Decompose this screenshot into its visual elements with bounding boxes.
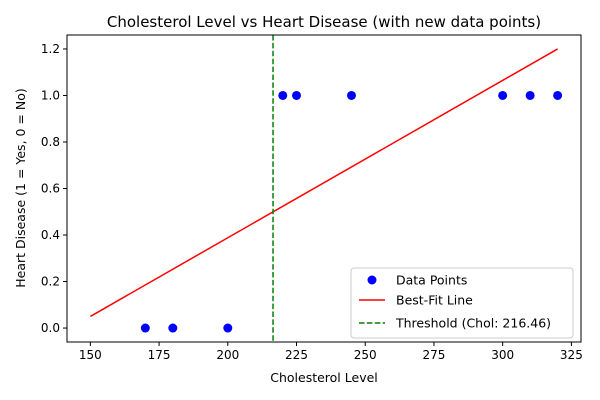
data-point [292,90,302,100]
data-point [346,90,356,100]
y-tick-label: 1.0 [41,88,60,102]
y-tick-label: 0.2 [41,275,60,289]
x-axis-label: Cholesterol Level [270,370,378,385]
x-tick-label: 200 [216,348,239,362]
data-point [525,90,535,100]
legend-label: Data Points [396,273,467,288]
chart-title: Cholesterol Level vs Heart Disease (with… [107,13,541,31]
legend-label: Best-Fit Line [396,293,473,308]
x-tick-label: 275 [422,348,445,362]
plot-content [89,35,559,342]
x-tick-label: 225 [285,348,308,362]
y-tick-label: 0.6 [41,182,60,196]
legend: Data Points Best-Fit Line Threshold (Chol:… [350,267,574,339]
x-tick-label: 250 [354,348,377,362]
plot-area: 150 175 200 225 250 275 300 325 0.0 0.2 0.4 0.6 0.8 1… [41,34,583,362]
best-fit-line [89,48,559,318]
data-point [223,323,233,333]
x-tick-label: 325 [560,348,583,362]
y-axis-label: Heart Disease (1 = Yes, 0 = No) [13,88,28,288]
y-tick-label: 0.0 [41,321,60,335]
y-tick-label: 1.2 [41,42,60,56]
data-point [168,323,178,333]
legend-box [350,267,574,339]
data-point [553,90,563,100]
y-tick-label: 0.8 [41,135,60,149]
data-point [498,90,508,100]
legend-marker-data-points [367,275,377,285]
data-point [140,323,150,333]
x-tick-label: 150 [79,348,102,362]
data-point [278,90,288,100]
x-tick-label: 300 [491,348,514,362]
x-tick-label: 175 [148,348,171,362]
legend-label: Threshold (Chol: 216.46) [395,316,551,331]
y-tick-label: 0.4 [41,228,60,242]
